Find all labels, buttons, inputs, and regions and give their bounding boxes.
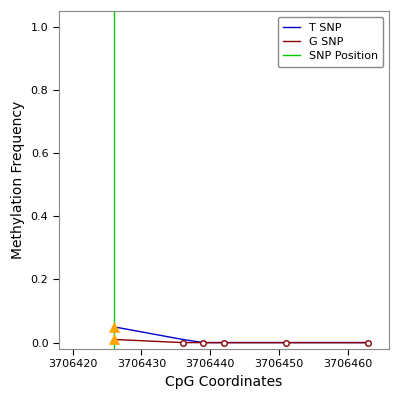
Y-axis label: Methylation Frequency: Methylation Frequency — [11, 101, 25, 259]
X-axis label: CpG Coordinates: CpG Coordinates — [165, 375, 282, 389]
Legend: T SNP, G SNP, SNP Position: T SNP, G SNP, SNP Position — [278, 17, 383, 67]
